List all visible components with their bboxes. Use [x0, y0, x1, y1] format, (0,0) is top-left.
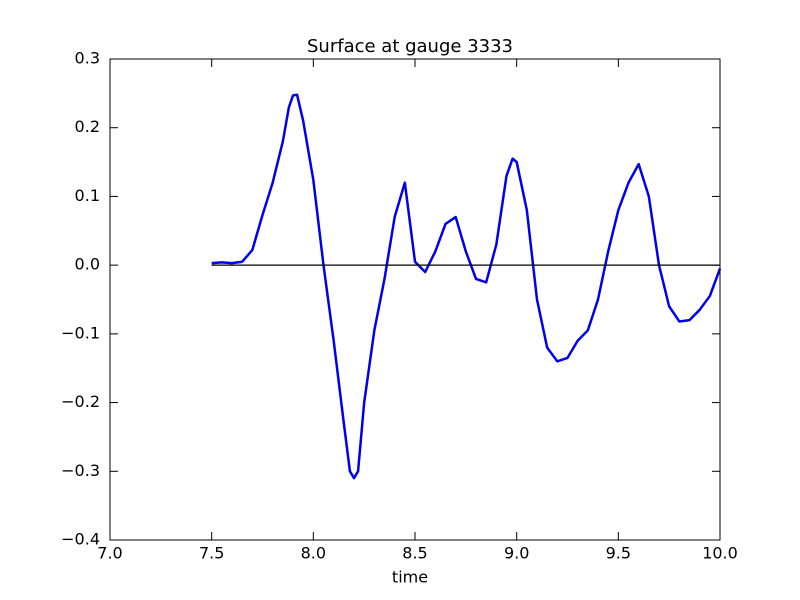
y-tick-label: 0.1 — [75, 186, 100, 205]
y-tick-label: −0.1 — [61, 323, 100, 342]
y-tick-label: 0.3 — [75, 49, 100, 68]
y-tick-label: 0.0 — [75, 255, 100, 274]
chart-title: Surface at gauge 3333 — [307, 36, 513, 57]
x-tick-label: 9.0 — [504, 544, 529, 563]
plot-frame — [109, 58, 721, 541]
series-line — [211, 93, 722, 480]
x-axis-label: time — [392, 568, 428, 587]
y-tick-label: 0.2 — [75, 117, 100, 136]
x-tick-label: 8.0 — [301, 544, 326, 563]
x-tick-label: 10.0 — [702, 544, 738, 563]
x-tick-label: 7.5 — [199, 544, 224, 563]
y-tick-label: −0.4 — [61, 530, 100, 549]
x-tick-label: 8.5 — [402, 544, 427, 563]
y-tick-label: −0.3 — [61, 461, 100, 480]
x-tick-label: 9.5 — [606, 544, 631, 563]
x-tick-label: 7.0 — [97, 544, 122, 563]
y-tick-label: −0.2 — [61, 392, 100, 411]
